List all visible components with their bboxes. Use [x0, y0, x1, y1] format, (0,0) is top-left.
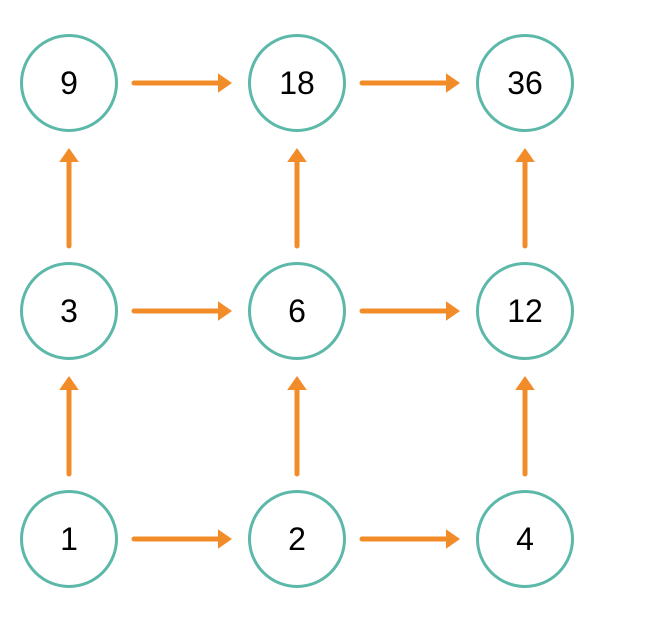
node-label: 6	[288, 293, 306, 330]
arrow-right-icon	[120, 69, 246, 97]
node-9: 9	[20, 34, 118, 132]
node-label: 18	[279, 65, 315, 102]
arrow-up-icon	[283, 134, 311, 260]
arrow-right-icon	[120, 297, 246, 325]
node-3: 3	[20, 262, 118, 360]
node-36: 36	[476, 34, 574, 132]
node-12: 12	[476, 262, 574, 360]
arrow-right-icon	[120, 525, 246, 553]
arrow-up-icon	[283, 362, 311, 488]
arrow-right-icon	[348, 525, 474, 553]
node-label: 4	[516, 521, 534, 558]
node-label: 2	[288, 521, 306, 558]
node-label: 3	[60, 293, 78, 330]
arrow-up-icon	[55, 362, 83, 488]
node-label: 36	[507, 65, 543, 102]
arrow-up-icon	[511, 362, 539, 488]
number-grid-diagram: 918363612124	[0, 0, 652, 626]
node-2: 2	[248, 490, 346, 588]
node-4: 4	[476, 490, 574, 588]
arrow-up-icon	[511, 134, 539, 260]
node-6: 6	[248, 262, 346, 360]
node-18: 18	[248, 34, 346, 132]
arrow-right-icon	[348, 297, 474, 325]
node-label: 1	[60, 521, 78, 558]
arrow-up-icon	[55, 134, 83, 260]
arrow-right-icon	[348, 69, 474, 97]
node-label: 9	[60, 65, 78, 102]
node-1: 1	[20, 490, 118, 588]
node-label: 12	[507, 293, 543, 330]
